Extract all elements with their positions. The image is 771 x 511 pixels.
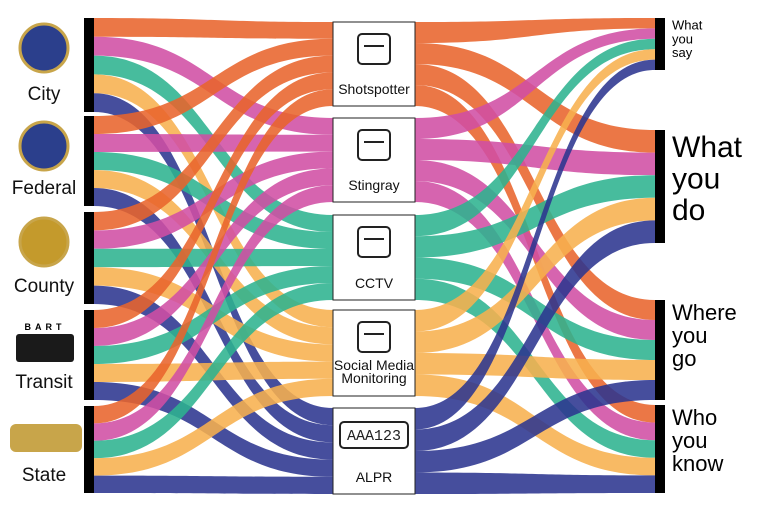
label-line: Monitoring: [341, 370, 406, 386]
technology-label: Stingray: [348, 177, 399, 193]
technology-label: Shotspotter: [338, 81, 410, 97]
icon-shape: [357, 129, 391, 161]
flow: [94, 38, 333, 134]
label-line: What: [672, 18, 703, 33]
flow: [415, 160, 655, 340]
technology-label: ALPR: [356, 469, 393, 485]
plate: [339, 421, 409, 449]
label-line: What: [672, 131, 743, 164]
outcome-bar: [655, 405, 665, 493]
outcome-label: What you do: [672, 131, 743, 227]
flow: [415, 59, 655, 430]
label-line: Where: [672, 300, 737, 325]
label-line: you: [672, 323, 707, 348]
outcome-bar: [655, 300, 665, 400]
flow: [415, 175, 655, 258]
flow: [94, 72, 333, 329]
technology-label: Social Media Monitoring: [334, 357, 414, 386]
source-bar: [84, 406, 94, 493]
flow: [94, 89, 333, 424]
label-line: go: [672, 346, 696, 371]
flow: [415, 197, 655, 353]
flow: [415, 220, 655, 451]
flow: [94, 475, 333, 494]
outcome-label: What you say: [672, 18, 703, 60]
source-bar: [84, 310, 94, 400]
flow: [94, 18, 333, 39]
label-line: you: [672, 31, 693, 46]
logo-text: BART: [25, 322, 66, 332]
technology-box: [332, 117, 416, 203]
label-line: say: [672, 45, 693, 60]
source-bar: [84, 212, 94, 304]
flow: [415, 28, 655, 139]
flow: [415, 38, 655, 237]
flow: [94, 185, 333, 441]
flow: [415, 139, 655, 176]
outcome-bar: [655, 130, 665, 243]
label-line: you: [672, 163, 720, 196]
source-label: State: [22, 465, 66, 486]
outcome-label: Where you go: [672, 300, 737, 371]
flow: [415, 380, 655, 473]
logo: [18, 22, 70, 74]
flow: [415, 43, 655, 153]
flow: [415, 472, 655, 494]
label-line: do: [672, 194, 705, 227]
source-label: City: [28, 84, 61, 105]
outcome-bar: [655, 18, 665, 70]
icon-shape: [357, 226, 391, 258]
source-label: Federal: [12, 178, 76, 199]
label-line: Who: [672, 405, 717, 430]
source-bar: [84, 116, 94, 206]
technology-label: CCTV: [355, 275, 394, 291]
technology-icon: [357, 321, 391, 353]
flows: [94, 18, 655, 494]
logo: [18, 120, 70, 172]
flow: [94, 283, 333, 459]
technology-icon: [339, 421, 409, 449]
source-bar: [84, 18, 94, 112]
logo: [10, 424, 82, 452]
label-line: you: [672, 428, 707, 453]
technology-icon: [357, 129, 391, 161]
flow: [94, 378, 333, 476]
plate-text: AAA123: [347, 428, 401, 445]
outcome-label: Who you know: [672, 405, 723, 476]
source-label: Transit: [15, 372, 73, 393]
icon-shape: [357, 33, 391, 65]
flow: [415, 18, 655, 43]
label-line: Social Media: [334, 357, 414, 373]
technology-icon: [357, 226, 391, 258]
logo: [18, 216, 70, 268]
source-label: County: [14, 276, 75, 297]
flow: [94, 55, 333, 231]
technology-icon: [357, 33, 391, 65]
label-line: know: [672, 451, 723, 476]
nodes: City Federal County BART Transit State Shotspo…: [10, 18, 743, 495]
icon-shape: [357, 321, 391, 353]
logo: [16, 334, 74, 362]
flow: [415, 49, 655, 332]
